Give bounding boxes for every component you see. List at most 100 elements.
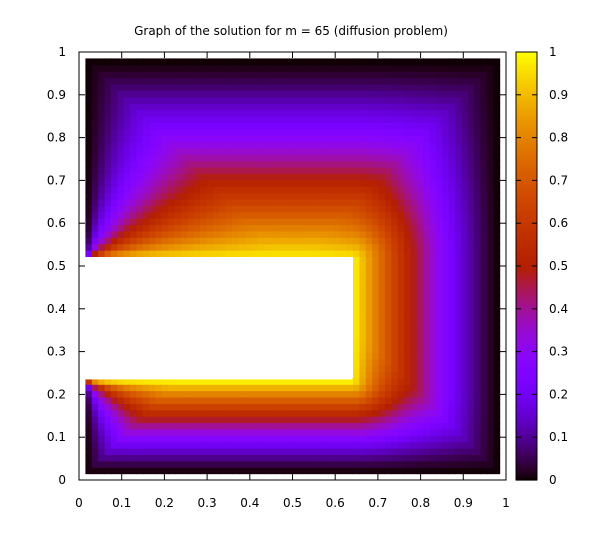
- heatmap-cell: [429, 58, 437, 66]
- heatmap-cell: [193, 441, 201, 449]
- heatmap-cell: [346, 237, 354, 245]
- heatmap-cell: [244, 409, 252, 417]
- heatmap-cell: [397, 103, 405, 111]
- heatmap-cell: [238, 428, 246, 436]
- heatmap-cell: [149, 77, 157, 85]
- heatmap-cell: [117, 396, 125, 404]
- heatmap-cell: [187, 192, 195, 200]
- heatmap-cell: [423, 96, 431, 104]
- heatmap-cell: [180, 109, 188, 117]
- heatmap-cell: [442, 58, 450, 66]
- heatmap-cell: [372, 365, 380, 372]
- heatmap-cell: [340, 211, 348, 219]
- heatmap-cell: [289, 179, 297, 187]
- heatmap-cell: [461, 320, 469, 328]
- heatmap-cell: [378, 160, 386, 168]
- heatmap-cell: [289, 160, 297, 168]
- heatmap-cell: [327, 428, 335, 436]
- heatmap-cell: [404, 122, 411, 130]
- heatmap-cell: [110, 454, 118, 462]
- heatmap-cell: [448, 230, 456, 238]
- heatmap-cell: [404, 192, 411, 200]
- heatmap-cell: [180, 64, 188, 72]
- heatmap-cell: [378, 58, 386, 66]
- heatmap-cell: [442, 307, 450, 315]
- heatmap-cell: [276, 205, 284, 213]
- heatmap-cell: [486, 326, 494, 334]
- heatmap-cell: [454, 307, 462, 315]
- heatmap-cell: [448, 96, 456, 104]
- heatmap-cell: [474, 173, 482, 181]
- heatmap-cell: [231, 218, 239, 226]
- x-tick-label: 1: [502, 496, 510, 510]
- heatmap-cell: [263, 186, 271, 194]
- heatmap-cell: [435, 243, 443, 251]
- heatmap-cell: [302, 384, 310, 392]
- heatmap-cell: [474, 224, 482, 232]
- heatmap-cell: [142, 205, 150, 213]
- heatmap-cell: [486, 135, 494, 143]
- colorbar-step: [516, 446, 537, 449]
- heatmap-cell: [384, 460, 392, 468]
- heatmap-cell: [200, 103, 208, 111]
- heatmap-cell: [257, 435, 265, 443]
- heatmap-cell: [231, 384, 239, 392]
- heatmap-cell: [308, 147, 316, 155]
- heatmap-cell: [219, 154, 227, 162]
- heatmap-cell: [384, 211, 392, 219]
- heatmap-cell: [391, 115, 399, 123]
- heatmap-cell: [397, 403, 405, 411]
- heatmap-cell: [442, 141, 450, 149]
- heatmap-cell: [251, 409, 259, 417]
- heatmap-cell: [251, 115, 259, 123]
- heatmap-cell: [225, 224, 233, 232]
- heatmap-cell: [85, 384, 93, 392]
- heatmap-cell: [372, 333, 380, 341]
- heatmap-cell: [416, 326, 424, 334]
- heatmap-cell: [142, 237, 150, 245]
- heatmap-cell: [365, 211, 373, 219]
- heatmap-cell: [384, 77, 392, 85]
- colorbar-step: [516, 440, 537, 443]
- heatmap-cell: [91, 128, 99, 136]
- heatmap-cell: [474, 154, 482, 162]
- heatmap-cell: [333, 160, 341, 168]
- heatmap-cell: [333, 205, 341, 213]
- heatmap-cell: [454, 218, 462, 226]
- heatmap-cell: [454, 269, 462, 277]
- colorbar-step: [516, 304, 537, 307]
- heatmap-cell: [282, 160, 290, 168]
- heatmap-cell: [454, 103, 462, 111]
- heatmap-cell: [435, 250, 443, 258]
- heatmap-cell: [372, 90, 380, 98]
- heatmap-cell: [353, 352, 361, 360]
- heatmap-cell: [416, 205, 424, 213]
- heatmap-cell: [372, 301, 380, 309]
- heatmap-cell: [155, 160, 163, 168]
- heatmap-cell: [142, 230, 150, 238]
- colorbar-step: [516, 204, 537, 207]
- heatmap-cell: [378, 371, 386, 379]
- heatmap-cell: [423, 115, 431, 123]
- heatmap-cell: [353, 365, 361, 372]
- heatmap-cell: [404, 313, 411, 321]
- heatmap-cell: [474, 460, 482, 468]
- colorbar-step: [516, 148, 537, 151]
- heatmap-cell: [442, 339, 450, 347]
- heatmap-cell: [480, 71, 488, 79]
- heatmap-cell: [117, 128, 125, 136]
- heatmap-cell: [180, 218, 188, 226]
- heatmap-cell: [435, 141, 443, 149]
- heatmap-cell: [130, 103, 137, 111]
- heatmap-cell: [244, 103, 252, 111]
- heatmap-cell: [244, 377, 252, 385]
- heatmap-cell: [378, 90, 386, 98]
- heatmap-cell: [397, 250, 405, 258]
- colorbar-step: [516, 416, 537, 419]
- heatmap-cell: [410, 288, 418, 296]
- heatmap-cell: [123, 211, 131, 219]
- heatmap-cell: [85, 71, 93, 79]
- heatmap-cell: [257, 135, 265, 143]
- heatmap-cell: [206, 71, 214, 79]
- heatmap-cell: [353, 371, 361, 379]
